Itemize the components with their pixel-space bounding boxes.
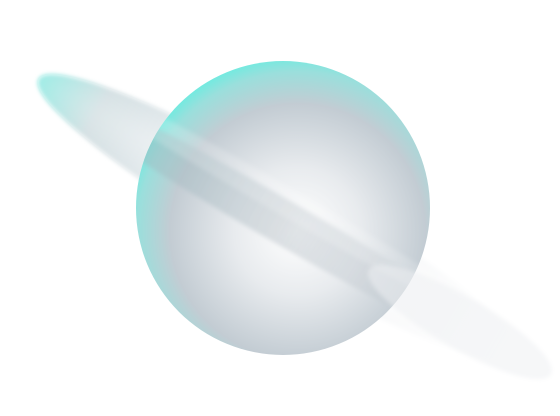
ring-front-tail	[368, 264, 552, 380]
